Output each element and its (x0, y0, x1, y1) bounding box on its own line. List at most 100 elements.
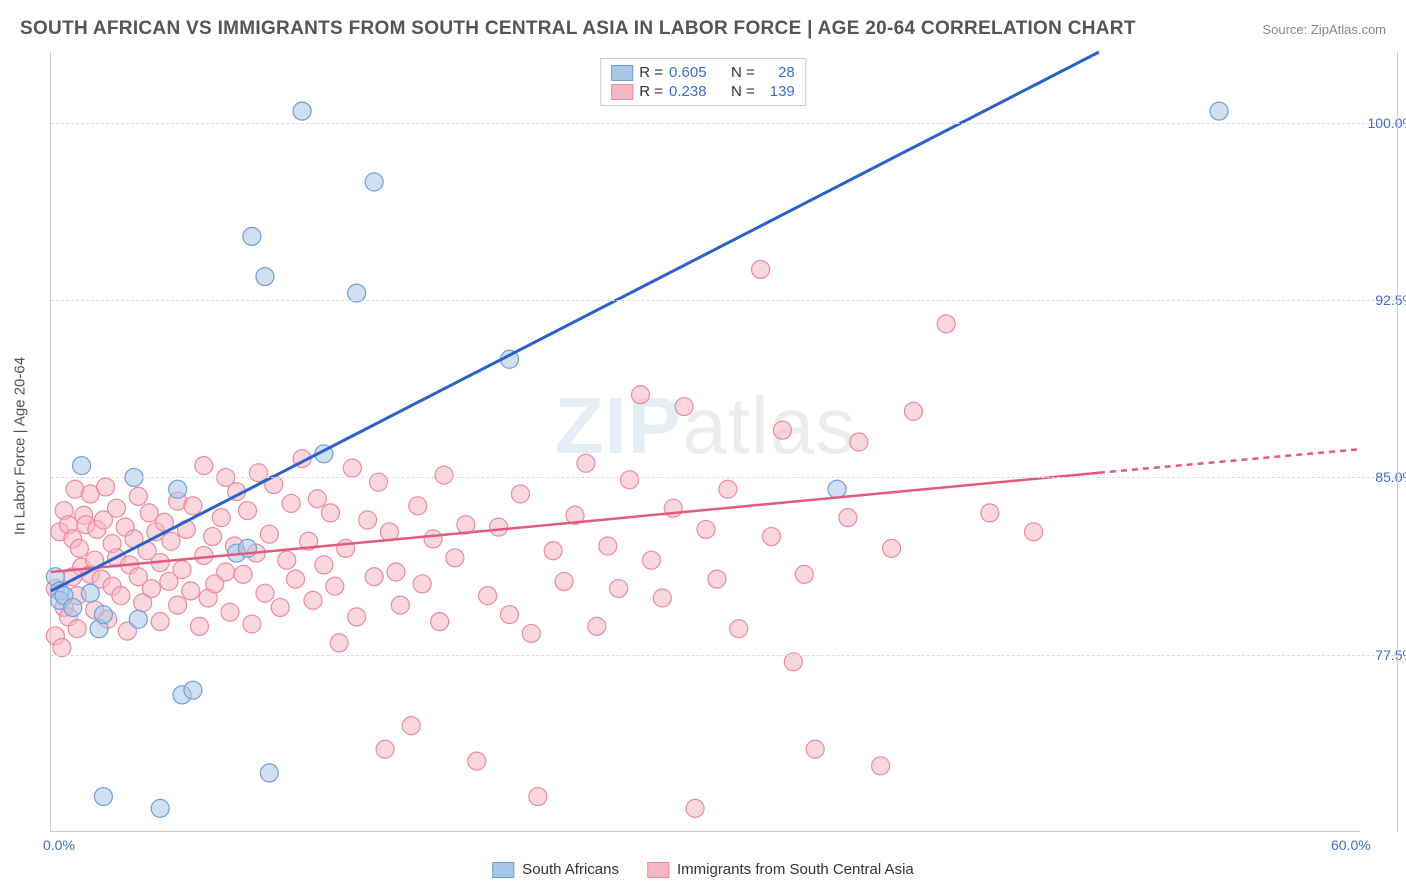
data-point (431, 613, 449, 631)
data-point (795, 565, 813, 583)
data-point (424, 530, 442, 548)
plot-area: ZIPatlas 77.5%85.0%92.5%100.0%0.0%60.0% (50, 52, 1360, 832)
data-point (883, 539, 901, 557)
data-point (169, 596, 187, 614)
data-point (151, 799, 169, 817)
data-point (1210, 102, 1228, 120)
data-point (221, 603, 239, 621)
data-point (308, 490, 326, 508)
data-point (839, 509, 857, 527)
data-point (435, 466, 453, 484)
legend-series-item: Immigrants from South Central Asia (647, 861, 914, 878)
data-point (234, 565, 252, 583)
data-point (282, 494, 300, 512)
data-point (348, 608, 366, 626)
data-point (293, 102, 311, 120)
data-point (243, 227, 261, 245)
data-point (190, 617, 208, 635)
legend-series-label: South Africans (522, 861, 619, 878)
data-point (828, 480, 846, 498)
legend-series: South Africans Immigrants from South Cent… (492, 861, 914, 878)
data-point (599, 537, 617, 555)
data-point (68, 620, 86, 638)
data-point (321, 504, 339, 522)
data-point (577, 454, 595, 472)
data-point (511, 485, 529, 503)
data-point (365, 173, 383, 191)
data-point (387, 563, 405, 581)
y-axis-title: In Labor Force | Age 20-64 (12, 357, 29, 535)
data-point (522, 624, 540, 642)
data-point (610, 580, 628, 598)
legend-swatch (647, 862, 669, 878)
data-point (129, 487, 147, 505)
data-point (479, 587, 497, 605)
y-tick-label: 100.0% (1365, 115, 1406, 131)
data-point (184, 497, 202, 515)
legend-swatch (492, 862, 514, 878)
source-label: Source: ZipAtlas.com (1262, 22, 1386, 37)
grid-line (51, 477, 1400, 478)
data-point (212, 509, 230, 527)
data-point (402, 717, 420, 735)
data-point (142, 580, 160, 598)
data-point (94, 788, 112, 806)
grid-line (51, 123, 1400, 124)
data-point (937, 315, 955, 333)
data-point (370, 473, 388, 491)
data-point (675, 398, 693, 416)
data-point (162, 532, 180, 550)
data-point (981, 504, 999, 522)
data-point (468, 752, 486, 770)
grid-line (51, 655, 1400, 656)
y-tick-label: 92.5% (1365, 292, 1406, 308)
data-point (129, 610, 147, 628)
data-point (529, 788, 547, 806)
title-bar: SOUTH AFRICAN VS IMMIGRANTS FROM SOUTH C… (20, 18, 1386, 40)
data-point (872, 757, 890, 775)
data-point (653, 589, 671, 607)
x-tick-label: 0.0% (43, 837, 75, 853)
data-point (850, 433, 868, 451)
data-point (763, 528, 781, 546)
data-point (243, 615, 261, 633)
data-point (642, 551, 660, 569)
trend-line (51, 473, 1099, 572)
chart-title: SOUTH AFRICAN VS IMMIGRANTS FROM SOUTH C… (20, 18, 1136, 40)
data-point (409, 497, 427, 515)
data-point (719, 480, 737, 498)
data-point (413, 575, 431, 593)
chart-svg (51, 52, 1360, 831)
data-point (169, 480, 187, 498)
data-point (70, 539, 88, 557)
data-point (1025, 523, 1043, 541)
data-point (182, 582, 200, 600)
legend-swatch (611, 65, 633, 81)
data-point (501, 606, 519, 624)
legend-series-item: South Africans (492, 861, 619, 878)
grid-line (51, 300, 1400, 301)
data-point (376, 740, 394, 758)
data-point (195, 546, 213, 564)
data-point (287, 570, 305, 588)
trend-line (1099, 449, 1361, 473)
data-point (632, 386, 650, 404)
data-point (806, 740, 824, 758)
data-point (217, 563, 235, 581)
data-point (315, 556, 333, 574)
y-tick-label: 85.0% (1365, 469, 1406, 485)
data-point (94, 606, 112, 624)
y-tick-label: 77.5% (1365, 647, 1406, 663)
data-point (343, 459, 361, 477)
data-point (73, 457, 91, 475)
data-point (752, 260, 770, 278)
data-point (391, 596, 409, 614)
legend-correlation-row: R =0.238N =139 (611, 82, 795, 101)
data-point (151, 613, 169, 631)
data-point (708, 570, 726, 588)
data-point (490, 518, 508, 536)
data-point (697, 520, 715, 538)
data-point (326, 577, 344, 595)
data-point (337, 539, 355, 557)
data-point (773, 421, 791, 439)
